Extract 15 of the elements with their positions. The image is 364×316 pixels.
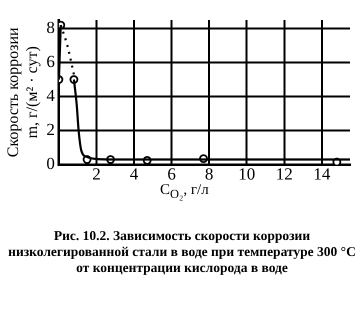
x-tick-label: 6 bbox=[167, 164, 176, 184]
y-axis-title: Скорость коррозии m, г/(м² · сут) bbox=[4, 26, 42, 158]
x-tick-label: 12 bbox=[276, 164, 293, 184]
y-tick-label: 0 bbox=[46, 154, 55, 174]
text: Рис. 10.2. Зависимость скорости коррозии низколегированной стали в воде при температуре 300 °С от концентрации кислорода в воде bbox=[8, 228, 356, 276]
y-tick-label: 6 bbox=[46, 52, 55, 71]
x-tick-label: 4 bbox=[130, 164, 139, 184]
x-tick-label: 10 bbox=[238, 164, 256, 184]
x-axis-title: C$_{O₂}$, г/л bbox=[160, 182, 209, 202]
x-tick-label: 2 bbox=[92, 164, 101, 184]
x-tick-label: 14 bbox=[313, 164, 331, 184]
x-tick-label: 8 bbox=[204, 164, 214, 184]
y-tick-label: 4 bbox=[46, 86, 56, 106]
y-tick-label: 2 bbox=[46, 120, 55, 140]
y-tick-label: 8 bbox=[46, 18, 55, 37]
